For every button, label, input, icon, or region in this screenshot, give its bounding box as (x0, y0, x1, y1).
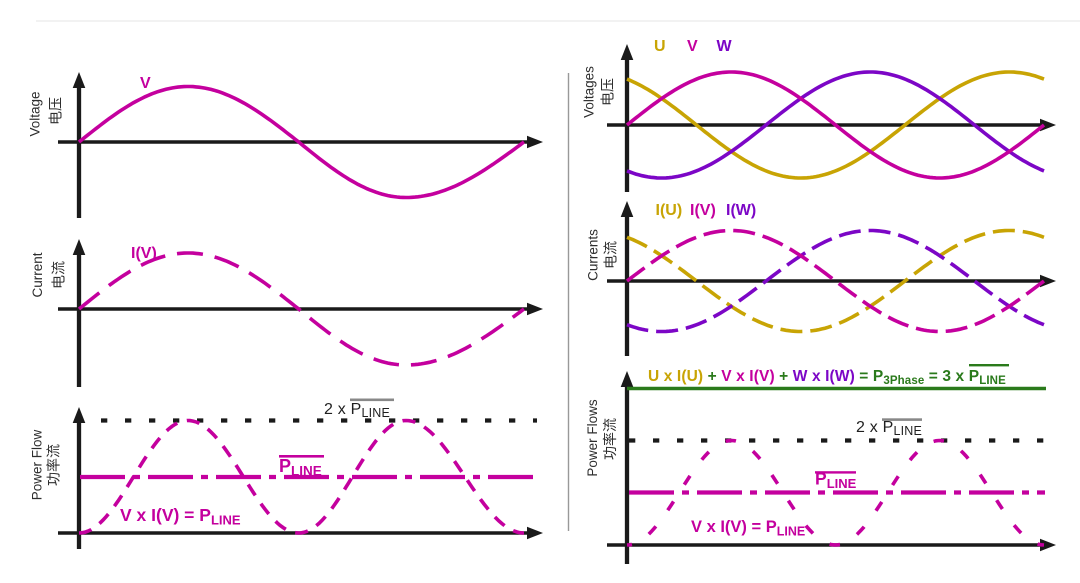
svg-text:功率流: 功率流 (46, 444, 62, 486)
svg-text:W: W (717, 38, 733, 55)
svg-text:电流: 电流 (51, 261, 67, 289)
svg-text:Power Flows: Power Flows (585, 399, 600, 477)
svg-text:2 x PLINE: 2 x PLINE (856, 419, 922, 438)
svg-text:Currents: Currents (586, 229, 601, 281)
svg-text:功率流: 功率流 (602, 418, 618, 460)
svg-text:V: V (687, 38, 698, 55)
svg-text:Voltages: Voltages (582, 66, 597, 118)
svg-text:Power Flow: Power Flow (30, 429, 45, 500)
svg-text:I(U): I(U) (656, 202, 683, 219)
svg-text:电压: 电压 (48, 97, 64, 125)
svg-text:I(V): I(V) (131, 245, 157, 262)
svg-text:V x I(V) = PLINE: V x I(V) = PLINE (691, 518, 805, 539)
svg-text:2 x PLINE: 2 x PLINE (324, 401, 390, 420)
svg-text:I(V): I(V) (690, 202, 716, 219)
svg-text:Voltage: Voltage (28, 91, 43, 136)
svg-text:V: V (140, 75, 151, 92)
svg-text:电流: 电流 (603, 241, 619, 269)
svg-text:Current: Current (30, 252, 45, 297)
svg-text:电压: 电压 (600, 78, 616, 106)
svg-text:U x I(U) + V x I(V) + W x I(W): U x I(U) + V x I(V) + W x I(W) = P3Phase… (648, 368, 1006, 387)
svg-text:U: U (654, 38, 666, 55)
svg-text:V x I(V) = PLINE: V x I(V) = PLINE (120, 505, 241, 528)
svg-text:I(W): I(W) (726, 202, 756, 219)
